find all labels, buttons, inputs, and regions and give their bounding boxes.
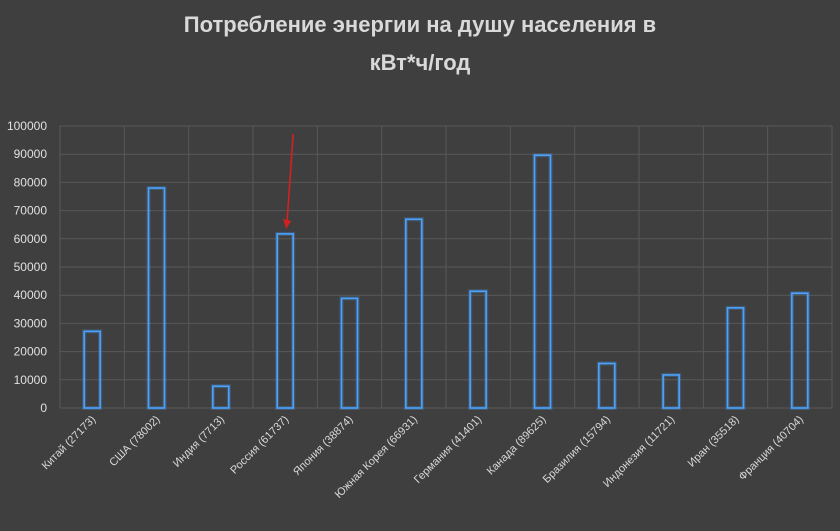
chart-title-line-1: Потребление энергии на душу населения в bbox=[183, 12, 657, 37]
bar-glow bbox=[146, 186, 167, 410]
bar bbox=[147, 187, 166, 409]
bar-glow bbox=[789, 291, 810, 410]
bar bbox=[533, 154, 552, 409]
bar bbox=[340, 297, 359, 409]
y-tick-label: 0 bbox=[40, 401, 47, 415]
y-tick-label: 30000 bbox=[14, 316, 48, 330]
x-tick-label: Бразилия (15794) bbox=[541, 414, 613, 486]
chart-title: Потребление энергии на душу населения в … bbox=[0, 6, 840, 82]
x-tick-label: Индия (7713) bbox=[171, 414, 227, 470]
bar-glow bbox=[82, 329, 103, 410]
y-tick-label: 10000 bbox=[14, 373, 48, 387]
x-tick-label: Канада (89625) bbox=[485, 414, 549, 478]
bar-glow bbox=[596, 361, 617, 410]
bar-glow bbox=[725, 305, 746, 410]
bar-glow bbox=[275, 231, 296, 410]
chart-title-line-2: кВт*ч/год bbox=[369, 50, 471, 75]
bar-glow bbox=[468, 289, 489, 410]
bar-glow bbox=[532, 153, 553, 410]
bar-glow bbox=[339, 296, 360, 410]
bar bbox=[791, 292, 809, 409]
y-tick-label: 40000 bbox=[14, 288, 48, 302]
y-tick-label: 80000 bbox=[14, 175, 48, 189]
bar bbox=[83, 330, 101, 409]
y-tick-label: 50000 bbox=[14, 260, 48, 274]
y-tick-label: 90000 bbox=[14, 147, 48, 161]
annotation-arrow-shaft bbox=[286, 133, 294, 220]
x-tick-label: Россия (61737) bbox=[228, 414, 291, 477]
bar bbox=[662, 374, 680, 409]
annotation-arrow-head bbox=[283, 218, 292, 229]
y-tick-label: 60000 bbox=[14, 232, 48, 246]
x-tick-label: Индонезия (11721) bbox=[601, 414, 677, 490]
bar-glow bbox=[210, 384, 231, 410]
bar bbox=[276, 233, 294, 409]
x-tick-label: Япония (38874) bbox=[291, 414, 355, 478]
y-tick-label: 100000 bbox=[7, 119, 47, 133]
x-tick-label: Франция (40704) bbox=[737, 414, 806, 483]
x-tick-label: Иран (35518) bbox=[686, 414, 742, 470]
y-tick-label: 70000 bbox=[14, 204, 48, 218]
x-tick-label: Германия (41401) bbox=[412, 414, 484, 486]
bar bbox=[598, 362, 616, 409]
x-tick-label: США (78002) bbox=[107, 414, 162, 469]
bar bbox=[405, 218, 423, 409]
bar bbox=[726, 307, 745, 409]
x-tick-label: Китай (27173) bbox=[40, 414, 98, 472]
bar bbox=[469, 290, 487, 409]
y-tick-label: 20000 bbox=[14, 345, 48, 359]
bar bbox=[212, 385, 230, 409]
